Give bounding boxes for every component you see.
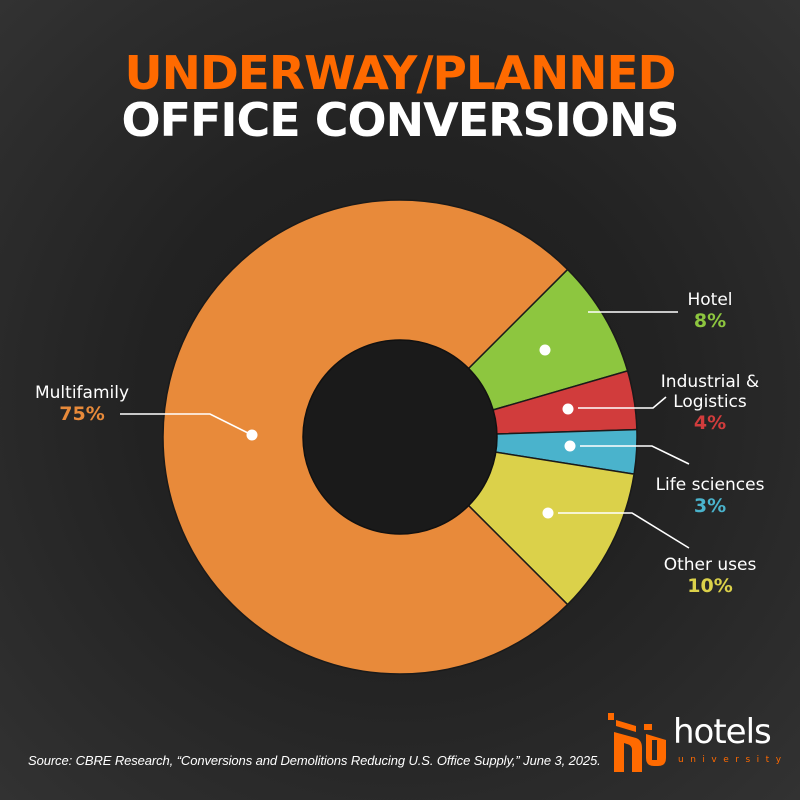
- label-hotel-pct: 8%: [693, 310, 727, 332]
- slice-markers: [246, 344, 576, 519]
- label-life-sciences-name: Life sciences: [655, 475, 765, 495]
- label-life-sciences-pct: 3%: [693, 495, 727, 517]
- label-multifamily-name: Multifamily: [34, 383, 130, 403]
- label-industrial-name-1: Industrial &: [660, 372, 760, 392]
- label-life-sciences: Life sciences 3%: [645, 475, 775, 517]
- hotels-university-logo: hotels university: [606, 710, 786, 772]
- donut-hole: [302, 339, 498, 535]
- marker-life-sciences: [564, 440, 576, 452]
- label-hotel-name: Hotel: [687, 290, 733, 310]
- leader-line-multifamily: [120, 413, 253, 436]
- label-hotel: Hotel 8%: [660, 290, 760, 332]
- label-multifamily: Multifamily 75%: [22, 383, 142, 425]
- title-line-2: OFFICE CONVERSIONS: [121, 93, 679, 147]
- leader-line-life-sciences: [580, 445, 690, 465]
- leader-lines: [120, 311, 690, 549]
- logo-subtext: university: [678, 755, 788, 765]
- label-other-uses-pct: 10%: [687, 575, 733, 597]
- label-industrial-name-2: Logistics: [673, 392, 747, 412]
- source-citation: Source: CBRE Research, “Conversions and …: [28, 753, 601, 768]
- logo-text: hotels: [673, 712, 772, 752]
- marker-other-uses: [542, 507, 554, 519]
- hu-logo-mark-icon: [608, 713, 666, 772]
- label-industrial: Industrial & Logistics 4%: [645, 372, 775, 434]
- leader-line-other-uses: [558, 512, 690, 549]
- title-line-1: UNDERWAY/PLANNED: [124, 46, 677, 100]
- label-other-uses: Other uses 10%: [650, 555, 770, 597]
- label-other-uses-name: Other uses: [663, 555, 757, 575]
- label-multifamily-pct: 75%: [59, 403, 105, 425]
- marker-industrial: [562, 403, 574, 415]
- marker-hotel: [539, 344, 551, 356]
- leader-line-industrial: [578, 396, 667, 409]
- label-industrial-pct: 4%: [693, 412, 727, 434]
- marker-multifamily: [246, 429, 258, 441]
